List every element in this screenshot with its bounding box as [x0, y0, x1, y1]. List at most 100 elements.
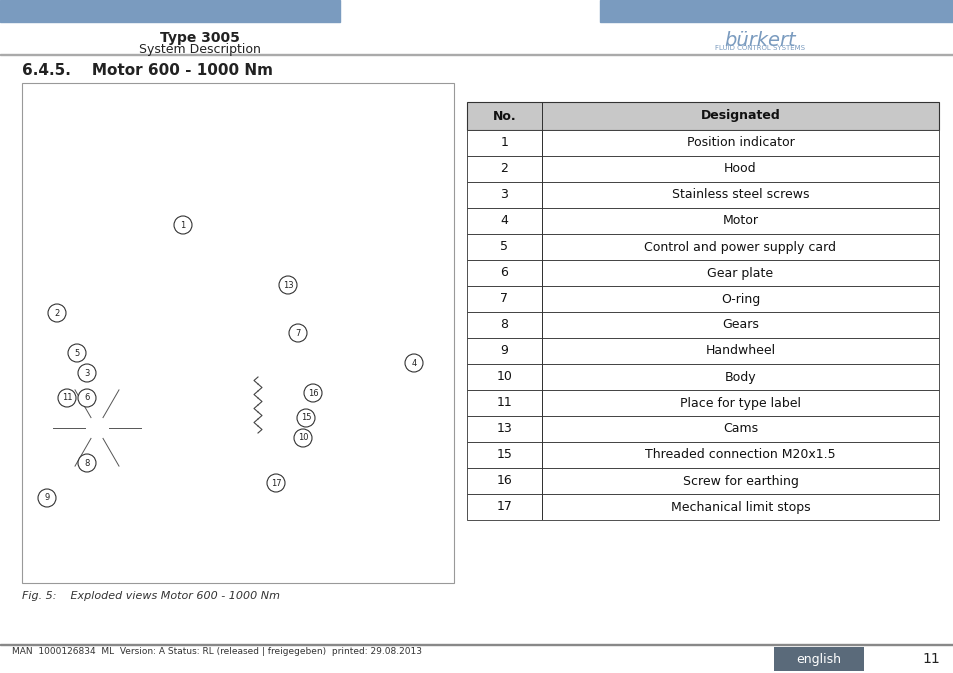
Text: 6.4.5.    Motor 600 - 1000 Nm: 6.4.5. Motor 600 - 1000 Nm — [22, 63, 273, 78]
Circle shape — [85, 416, 109, 440]
Text: 9: 9 — [500, 345, 508, 357]
Circle shape — [405, 354, 422, 372]
Circle shape — [58, 389, 76, 407]
Circle shape — [278, 276, 296, 294]
Text: Mechanical limit stops: Mechanical limit stops — [670, 501, 809, 513]
Bar — [467, 494, 938, 520]
Text: 9: 9 — [45, 493, 50, 503]
Polygon shape — [193, 250, 283, 305]
Circle shape — [173, 216, 192, 234]
Text: Stainless steel screws: Stainless steel screws — [671, 188, 808, 201]
Text: Gear plate: Gear plate — [707, 267, 773, 279]
Text: 3: 3 — [84, 369, 90, 378]
Text: 15: 15 — [497, 448, 512, 462]
Text: 1: 1 — [180, 221, 186, 229]
Bar — [467, 260, 938, 286]
Polygon shape — [213, 230, 263, 250]
Text: 11: 11 — [62, 394, 72, 402]
Text: O-ring: O-ring — [720, 293, 760, 306]
Circle shape — [48, 304, 66, 322]
Bar — [467, 156, 938, 182]
Text: Type 3005: Type 3005 — [160, 31, 240, 45]
Circle shape — [78, 389, 96, 407]
Text: Fig. 5:    Exploded views Motor 600 - 1000 Nm: Fig. 5: Exploded views Motor 600 - 1000 … — [22, 591, 280, 601]
Bar — [0, 0, 339, 22]
Bar — [0, 644, 953, 645]
Text: FLUID CONTROL SYSTEMS: FLUID CONTROL SYSTEMS — [714, 45, 804, 51]
Text: 16: 16 — [308, 388, 318, 398]
Bar — [22, 83, 454, 583]
Text: Control and power supply card: Control and power supply card — [644, 240, 836, 254]
Bar — [168, 493, 308, 508]
Text: 4: 4 — [411, 359, 416, 367]
Circle shape — [267, 474, 285, 492]
Bar — [467, 442, 938, 468]
Polygon shape — [148, 508, 328, 528]
Text: 11: 11 — [922, 652, 939, 666]
Text: 3: 3 — [500, 188, 508, 201]
Bar — [467, 286, 938, 312]
Text: 8: 8 — [500, 318, 508, 332]
Bar — [220, 413, 255, 493]
Text: 10: 10 — [297, 433, 308, 443]
Bar — [467, 234, 938, 260]
Text: System Description: System Description — [139, 43, 261, 56]
Polygon shape — [183, 303, 293, 383]
Circle shape — [68, 344, 86, 362]
Text: 17: 17 — [271, 479, 281, 487]
Circle shape — [38, 489, 56, 507]
Text: Motor: Motor — [721, 215, 758, 227]
Text: Designated: Designated — [700, 110, 780, 122]
Text: 5: 5 — [74, 349, 79, 357]
Text: 1: 1 — [500, 137, 508, 149]
Bar — [467, 312, 938, 338]
Text: Cams: Cams — [722, 423, 758, 435]
Bar — [467, 208, 938, 234]
Text: 6: 6 — [84, 394, 90, 402]
Text: 17: 17 — [497, 501, 512, 513]
Bar — [467, 102, 938, 130]
Text: 15: 15 — [300, 413, 311, 423]
Circle shape — [294, 429, 312, 447]
Text: 2: 2 — [54, 308, 59, 318]
Text: Threaded connection M20x1.5: Threaded connection M20x1.5 — [644, 448, 835, 462]
Bar — [599, 0, 953, 22]
Bar — [467, 390, 938, 416]
Bar — [467, 468, 938, 494]
Text: 8: 8 — [84, 458, 90, 468]
Text: Gears: Gears — [721, 318, 759, 332]
Bar — [467, 182, 938, 208]
Text: 7: 7 — [295, 328, 300, 337]
Circle shape — [78, 454, 96, 472]
Text: 6: 6 — [500, 267, 508, 279]
Text: 13: 13 — [497, 423, 512, 435]
Text: Position indicator: Position indicator — [686, 137, 794, 149]
Text: Body: Body — [724, 371, 756, 384]
Circle shape — [52, 383, 142, 473]
Bar — [467, 364, 938, 390]
Text: Hood: Hood — [723, 162, 756, 176]
Text: 2: 2 — [500, 162, 508, 176]
Circle shape — [289, 324, 307, 342]
Text: 10: 10 — [497, 371, 512, 384]
Circle shape — [78, 364, 96, 382]
Text: english: english — [796, 653, 841, 666]
Text: Place for type label: Place for type label — [679, 396, 801, 409]
Circle shape — [296, 409, 314, 427]
Circle shape — [304, 384, 322, 402]
Text: bürkert: bürkert — [723, 31, 795, 50]
Text: Screw for earthing: Screw for earthing — [681, 474, 798, 487]
Bar — [0, 54, 953, 55]
Text: 13: 13 — [282, 281, 293, 289]
Text: Handwheel: Handwheel — [704, 345, 775, 357]
Bar — [467, 416, 938, 442]
Text: 4: 4 — [500, 215, 508, 227]
Polygon shape — [172, 383, 303, 433]
Text: 11: 11 — [497, 396, 512, 409]
Bar — [773, 647, 863, 671]
Text: No.: No. — [492, 110, 516, 122]
Bar — [467, 338, 938, 364]
Text: MAN  1000126834  ML  Version: A Status: RL (released | freigegeben)  printed: 29: MAN 1000126834 ML Version: A Status: RL … — [12, 647, 421, 656]
Text: 5: 5 — [500, 240, 508, 254]
Text: 7: 7 — [500, 293, 508, 306]
